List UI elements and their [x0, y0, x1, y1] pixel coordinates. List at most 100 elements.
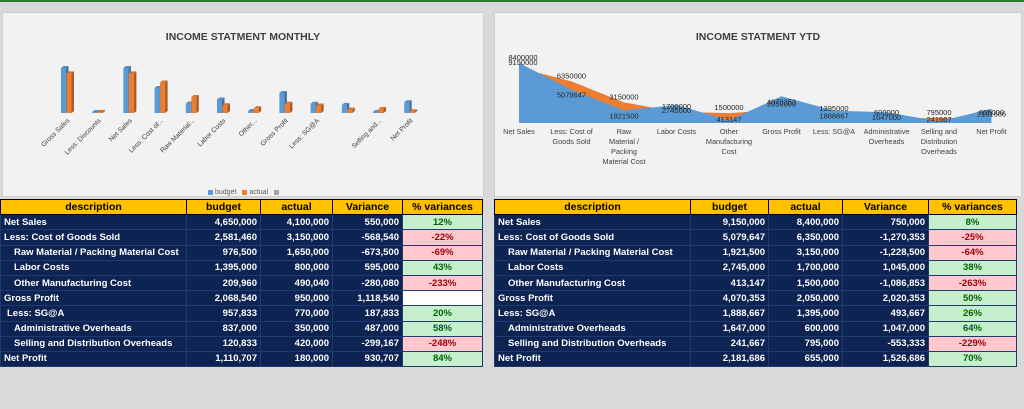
pct-variance-cell: 64%: [928, 320, 1017, 337]
variance-cell: -1,228,500: [842, 244, 929, 261]
bar-actual-8: [316, 103, 324, 113]
pct-variance-cell: -69%: [402, 244, 483, 261]
data-label-actual: 1500000: [714, 103, 743, 112]
monthly-header-2: actual: [260, 198, 333, 216]
actual-cell: 180,000: [260, 350, 333, 368]
budget-cell: 413,147: [690, 274, 769, 292]
variance-cell: 493,667: [842, 305, 929, 322]
x-tick-label: Other Manufacturing Cost: [706, 127, 752, 156]
pct-variance-cell: -64%: [928, 244, 1017, 261]
description-cell: Other Manufacturing Cost: [494, 274, 691, 292]
description-cell: Raw Material / Packing Material Cost: [0, 244, 187, 261]
data-label-budget: 1921500: [609, 111, 638, 120]
budget-cell: 4,650,000: [186, 214, 261, 231]
monthly-chart-panel[interactable]: INCOME STATMENT MONTHLY Gross Sales Less:…: [2, 12, 484, 197]
bar-actual-3: [160, 80, 168, 113]
description-cell: Selling and Distribution Overheads: [494, 335, 691, 352]
description-cell: Net Profit: [0, 350, 187, 368]
table-row: Other Manufacturing Cost 209,960 490,040 -2…: [0, 274, 483, 292]
x-tick-label: Net Profit: [976, 127, 1006, 136]
actual-cell: 655,000: [768, 350, 843, 368]
x-tick-label: Less: SG@A: [813, 127, 855, 136]
monthly-header-0: description: [0, 198, 187, 216]
data-label-actual: 3150000: [609, 92, 638, 101]
variance-cell: -568,540: [332, 229, 403, 246]
description-cell: Selling and Distribution Overheads: [0, 335, 187, 352]
variance-cell: 2,020,353: [842, 290, 929, 307]
table-row: Less: SG@A 957,833 770,000 187,833 20%: [0, 305, 483, 322]
x-tick-label: Gross Profit: [259, 117, 289, 147]
actual-cell: 4,100,000: [260, 214, 333, 231]
variance-cell: -280,080: [332, 274, 403, 292]
description-cell: Labor Costs: [494, 259, 691, 276]
pct-variance-cell: -229%: [928, 335, 1017, 352]
table-row: Less: Cost of Goods Sold 2,581,460 3,150,0…: [0, 229, 483, 246]
table-row: Labor Costs 1,395,000 800,000 595,000 43%: [0, 259, 483, 276]
pct-variance-cell: 43%: [402, 259, 483, 276]
monthly-legend: budget actual: [208, 189, 281, 196]
table-row: Other Manufacturing Cost 413,147 1,500,000…: [494, 274, 1017, 292]
x-tick-label: Less: Cost of Goods Sold: [550, 127, 594, 146]
description-cell: Gross Profit: [494, 290, 691, 307]
budget-cell: 957,833: [186, 305, 261, 322]
monthly-table: description budget actual Variance% varianc…: [0, 198, 483, 368]
table-row: Net Profit 2,181,686 655,000 1,526,686 70%: [494, 350, 1017, 368]
bar-budget-11: [404, 100, 412, 113]
actual-cell: 1,500,000: [768, 274, 843, 292]
bar-actual-1: [97, 110, 106, 113]
variance-cell: 487,000: [332, 320, 403, 337]
actual-cell: 600,000: [768, 320, 843, 337]
description-cell: Labor Costs: [0, 259, 187, 276]
legend-actual: actual: [242, 189, 268, 196]
variance-cell: 1,118,540: [332, 290, 403, 307]
data-label-budget: 1647000: [872, 113, 901, 122]
budget-cell: 1,888,667: [690, 305, 769, 322]
variance-cell: 595,000: [332, 259, 403, 276]
table-row: Selling and Distribution Overheads 120,83…: [0, 335, 483, 352]
pct-variance-cell: 20%: [402, 305, 483, 322]
description-cell: Less: Cost of Goods Sold: [0, 229, 187, 246]
variance-cell: -673,500: [332, 244, 403, 261]
pct-variance-cell: 26%: [928, 305, 1017, 322]
variance-cell: 1,047,000: [842, 320, 929, 337]
bar-actual-4: [191, 95, 199, 113]
data-label-budget: 413147: [716, 115, 741, 124]
x-tick-label: Selling and Distribution Overheads: [921, 127, 958, 156]
pct-variance-cell: -248%: [402, 335, 483, 352]
x-tick-label: Net Profit: [390, 117, 415, 142]
budget-cell: 2,581,460: [186, 229, 261, 246]
budget-cell: 976,500: [186, 244, 261, 261]
ytd-table: description budget actual Variance% varianc…: [494, 198, 1017, 368]
table-row: Less: Cost of Goods Sold 5,079,647 6,350,0…: [494, 229, 1017, 246]
x-tick-label: Labor Costs: [197, 117, 228, 148]
pct-variance-cell: 12%: [402, 214, 483, 231]
ytd-header-4: % variances: [928, 198, 1017, 216]
x-tick-label: Gross Profit: [762, 127, 801, 136]
ytd-chart-panel[interactable]: INCOME STATMENT YTD 8400000 6350000 315000…: [494, 12, 1022, 197]
table-row: Less: SG@A 1,888,667 1,395,000 493,667 26%: [494, 305, 1017, 322]
budget-cell: 120,833: [186, 335, 261, 352]
budget-cell: 1,110,707: [186, 350, 261, 368]
budget-cell: 1,647,000: [690, 320, 769, 337]
pct-variance-cell: 84%: [402, 350, 483, 368]
ytd-header-1: budget: [690, 198, 769, 216]
actual-cell: 6,350,000: [768, 229, 843, 246]
data-label-actual: 6350000: [557, 71, 586, 80]
variance-cell: 550,000: [332, 214, 403, 231]
description-cell: Net Sales: [494, 214, 691, 231]
actual-cell: 3,150,000: [768, 244, 843, 261]
monthly-header-3: Variance: [332, 198, 403, 216]
data-label-actual: 1700000: [662, 102, 691, 111]
pct-variance-cell: 50%: [928, 290, 1017, 307]
legend-budget: budget: [208, 189, 236, 196]
description-cell: Gross Profit: [0, 290, 187, 307]
ytd-header-3: Variance: [842, 198, 929, 216]
description-cell: Other Manufacturing Cost: [0, 274, 187, 292]
actual-cell: 1,700,000: [768, 259, 843, 276]
pct-variance-cell: -263%: [928, 274, 1017, 292]
ytd-header-2: actual: [768, 198, 843, 216]
budget-cell: 9,150,000: [690, 214, 769, 231]
data-label-budget: 241667: [926, 115, 951, 124]
actual-cell: 350,000: [260, 320, 333, 337]
